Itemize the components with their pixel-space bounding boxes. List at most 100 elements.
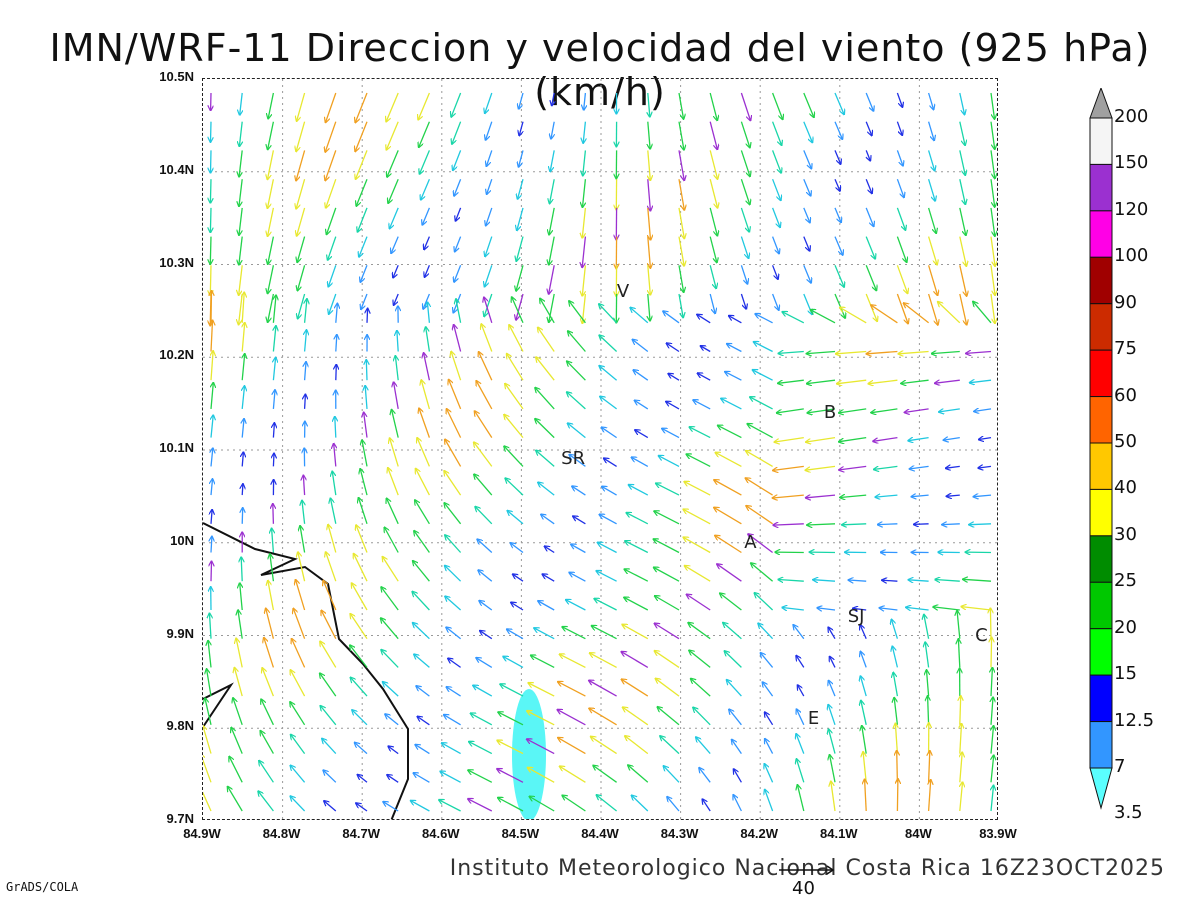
wind-vector: [796, 734, 805, 754]
wind-vector: [866, 150, 870, 160]
wind-vector: [326, 552, 337, 582]
wind-vector: [413, 623, 430, 640]
lat-tick-label: 10.1N: [159, 440, 194, 455]
wind-vector: [571, 544, 586, 554]
wind-vector: [332, 472, 337, 496]
wind-vector: [261, 731, 274, 754]
wind-vector: [860, 625, 867, 639]
wind-vector: [654, 511, 680, 525]
wind-vector: [740, 265, 747, 283]
wind-vector: [839, 436, 867, 442]
wind-vector: [966, 352, 992, 354]
wind-vector: [291, 766, 306, 783]
wind-vector: [935, 580, 960, 582]
wind-vector: [336, 304, 338, 323]
wind-vector: [716, 453, 742, 467]
wind-vector: [991, 755, 994, 783]
wind-vector: [328, 236, 337, 260]
wind-vector: [242, 354, 245, 381]
wind-vector: [507, 354, 524, 381]
wind-vector: [935, 379, 960, 383]
wind-vector: [505, 384, 524, 410]
wind-vector: [239, 207, 243, 235]
wind-vector: [803, 150, 812, 168]
colorbar-swatch: [1089, 442, 1113, 490]
wind-vector: [238, 610, 243, 639]
colorbar-label: 100: [1114, 245, 1149, 267]
wind-vector: [305, 362, 306, 381]
wind-vector: [241, 557, 242, 582]
wind-vector: [865, 207, 873, 226]
wind-vector: [803, 92, 814, 117]
wind-vector: [829, 681, 836, 697]
wind-vector: [908, 436, 929, 441]
wind-vector: [947, 495, 960, 496]
wind-vector: [959, 236, 967, 266]
lon-tick-label: 84.4W: [581, 826, 619, 841]
wind-vector: [894, 698, 899, 725]
wind-vector: [990, 121, 995, 149]
wind-vector: [516, 265, 524, 290]
wind-vector: [540, 299, 555, 324]
colorbar-swatch: [1089, 488, 1113, 537]
city-label-a: A: [744, 531, 757, 553]
wind-vector: [678, 121, 684, 150]
wind-vector: [958, 639, 959, 668]
wind-vector: [451, 92, 462, 117]
wind-vector: [729, 316, 742, 324]
wind-vector: [512, 297, 524, 324]
wind-vector: [589, 681, 617, 697]
wind-vector: [445, 566, 462, 582]
wind-vector: [392, 410, 399, 438]
wind-vector: [562, 796, 586, 812]
wind-vector: [817, 608, 836, 610]
wind-vector: [897, 751, 898, 783]
colorbar-label: 3.5: [1114, 802, 1143, 824]
wind-vector: [970, 380, 992, 383]
wind-vector: [709, 236, 717, 263]
colorbar-bottom-triangle: [1089, 767, 1113, 810]
wind-vector: [440, 772, 461, 783]
wind-vector: [446, 627, 462, 640]
wind-vector: [974, 495, 992, 497]
wind-vector: [678, 92, 684, 119]
wind-vector: [387, 499, 399, 525]
wind-vector: [740, 207, 749, 232]
wind-vector: [242, 419, 244, 438]
wind-vector: [296, 179, 306, 208]
wind-vector: [582, 265, 587, 295]
wind-vector: [594, 599, 617, 611]
wind-vector: [793, 625, 805, 640]
lon-tick-label: 84.7W: [342, 826, 380, 841]
wind-vector: [924, 615, 930, 639]
wind-vector: [567, 361, 586, 381]
wind-vector: [678, 265, 684, 292]
wind-vector: [538, 483, 555, 496]
colorbar-swatch: [1089, 117, 1113, 165]
wind-vector: [853, 608, 867, 610]
colorbar-swatch: [1089, 721, 1113, 769]
wind-vector: [504, 415, 524, 439]
wind-vector: [763, 682, 774, 697]
wind-vector: [990, 236, 995, 266]
wind-vector: [721, 399, 742, 410]
wind-vector: [803, 293, 812, 314]
wind-vector: [927, 150, 935, 170]
lon-tick-label: 84.9W: [183, 826, 221, 841]
wind-arrows: [203, 92, 995, 812]
wind-vector: [648, 265, 651, 294]
wind-vector: [635, 430, 649, 439]
wind-vector: [327, 207, 337, 234]
wind-vector: [765, 712, 774, 726]
wind-vector: [416, 686, 430, 697]
wind-vector: [709, 293, 715, 313]
wind-vector: [474, 474, 493, 496]
wind-vector: [292, 639, 306, 668]
wind-vector: [211, 351, 213, 381]
wind-vector: [892, 620, 899, 639]
wind-vector: [807, 524, 836, 525]
wind-vector: [899, 352, 929, 354]
wind-vector: [261, 699, 274, 726]
wind-vector: [273, 358, 275, 381]
wind-vector: [590, 653, 617, 668]
